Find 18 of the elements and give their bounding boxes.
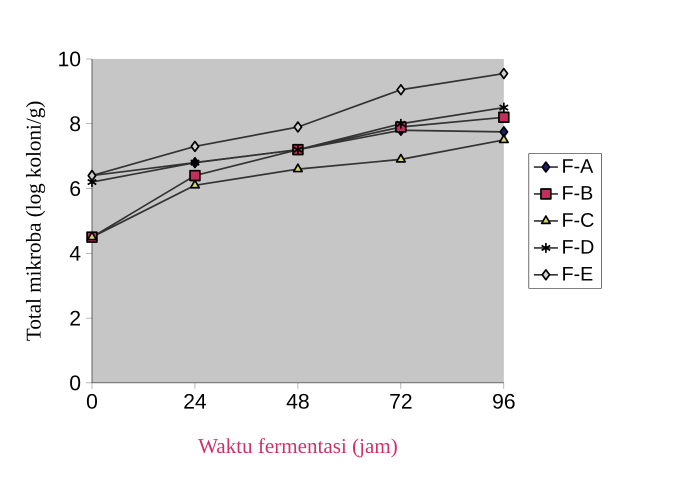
y-tick-label: 2 bbox=[70, 310, 80, 326]
x-tick-label: 96 bbox=[493, 394, 515, 409]
x-tick-label: 48 bbox=[286, 394, 309, 409]
y-tick-label: 0 bbox=[70, 375, 80, 390]
y-tick-label: 10 bbox=[59, 52, 80, 67]
y-tick-label: 8 bbox=[70, 116, 80, 132]
legend-label: F-B bbox=[563, 186, 592, 200]
x-axis-title: Waktu fermentasi (jam) bbox=[198, 438, 397, 458]
x-tick-label: 72 bbox=[390, 394, 412, 409]
y-tick-label: 4 bbox=[70, 246, 80, 261]
legend-label: F-D bbox=[563, 240, 594, 254]
y-tick-label: 6 bbox=[70, 181, 80, 196]
legend-label: F-C bbox=[563, 213, 594, 228]
y-axis-title: Total mikroba (log koloni/g) bbox=[26, 102, 46, 341]
x-tick-label: 24 bbox=[184, 394, 206, 409]
legend-label: F-E bbox=[563, 267, 592, 281]
legend-label: F-A bbox=[563, 159, 594, 173]
x-tick-label: 0 bbox=[86, 394, 98, 409]
